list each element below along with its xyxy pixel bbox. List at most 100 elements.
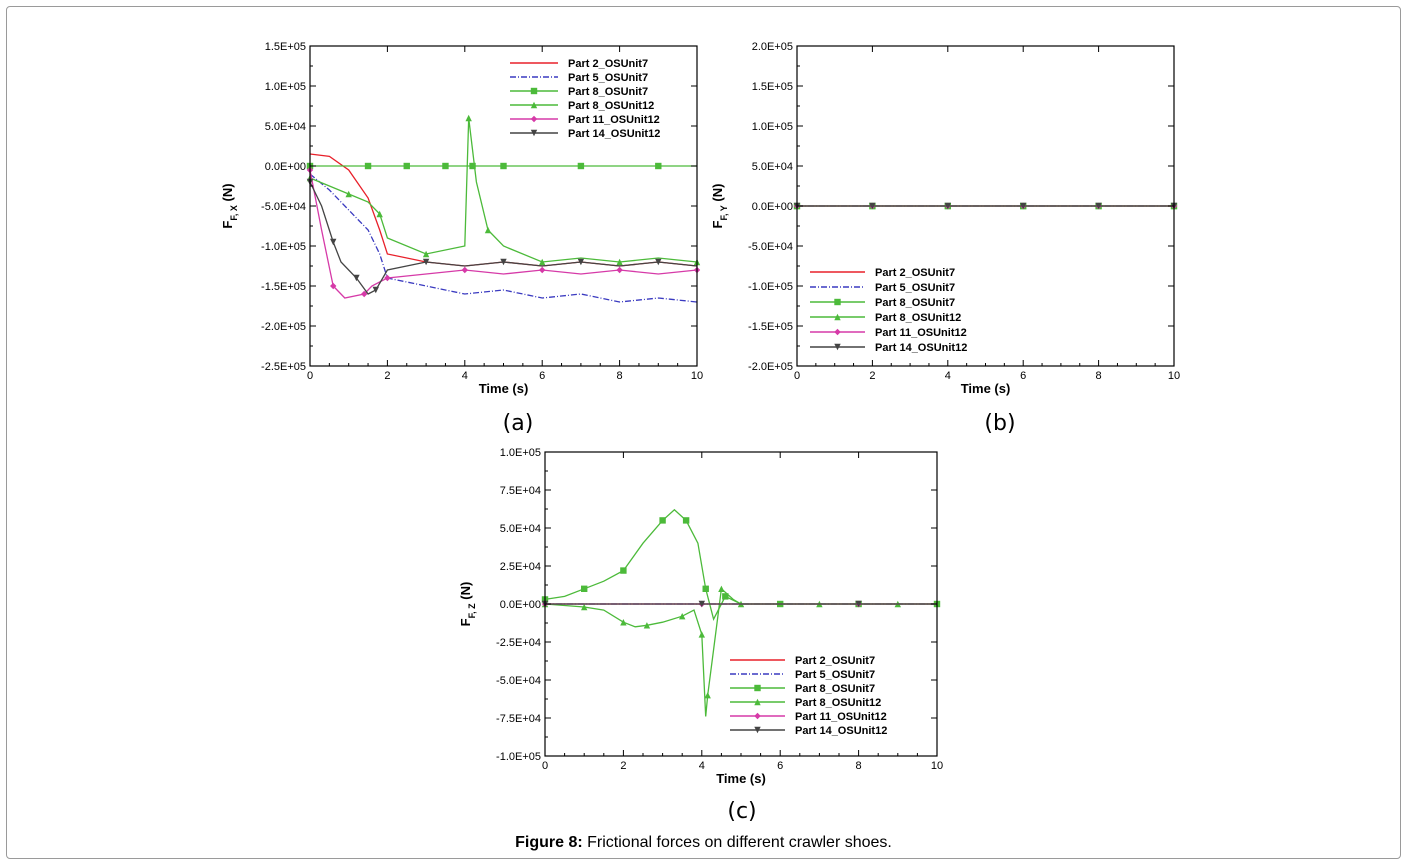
series-point [620,567,627,574]
legend: Part 2_OSUnit7 Part 5_OSUnit7 Part 8_OSUni… [730,655,887,737]
legend-marker [530,87,538,95]
legend-label: Part 11_OSUnit12 [875,327,967,339]
figure-frame [6,6,1401,859]
legend-label: Part 11_OSUnit12 [795,711,887,723]
y-tick-label: -5.0E+04 [748,241,793,253]
x-axis-label: Time (s) [479,381,529,396]
y-axis-label: FF, X (N) [220,183,239,228]
legend: Part 2_OSUnit7 Part 5_OSUnit7 Part 8_OSUni… [810,267,967,354]
caption-label: Figure 8: [515,834,583,851]
x-tick-label: 0 [307,370,313,382]
series-point [682,517,690,524]
series-point [345,190,352,198]
series-point [360,290,368,298]
series-point [539,258,546,266]
series-point [659,517,666,524]
x-tick-label: 2 [620,760,626,772]
legend-label: Part 2_OSUnit7 [875,267,955,279]
y-tick-label: -1.0E+05 [261,241,306,253]
series-point [403,162,410,170]
series-point [643,622,651,629]
series-line-5 [309,181,698,295]
y-tick-label: 2.0E+05 [752,41,793,53]
y-tick-label: -2.0E+05 [748,361,793,373]
legend-label: Part 8_OSUnit7 [795,683,875,695]
series-point [500,162,507,170]
series-line-0 [309,153,698,267]
y-tick-label: -1.0E+05 [748,281,793,293]
panel-label: (a) [503,411,534,436]
y-tick-label: 0.0E+00 [265,161,306,173]
panel-label: (b) [984,411,1015,436]
legend-marker [834,298,841,306]
chart-c: 1.0E+05 7.5E+04 5.0E+04 2.5E+04 0.0E+00 -2.5E… [458,447,943,824]
x-tick-label: 6 [539,370,545,382]
y-axis-label: FF, Z (N) [458,582,477,627]
series-point [484,226,492,234]
legend-label: Part 2_OSUnit7 [795,655,875,667]
legend-marker [754,698,761,706]
panel-label: (c) [727,799,756,824]
x-tick-label: 10 [1168,370,1180,382]
series-point [539,266,546,274]
series-point [461,266,468,274]
series-point [718,585,725,592]
series-point [422,250,430,258]
x-tick-label: 0 [794,370,800,382]
legend-marker [754,712,761,720]
legend-marker [754,726,761,734]
series-point [655,162,662,170]
legend-marker [754,684,761,692]
x-tick-label: 4 [699,760,705,772]
legend-label: Part 14_OSUnit12 [875,342,967,354]
series-point [698,631,705,638]
y-tick-label: 7.5E+04 [500,485,541,497]
legend-marker [530,115,538,123]
legend-marker [834,313,841,321]
legend-label: Part 2_OSUnit7 [568,58,648,70]
y-tick-label: -1.5E+05 [748,321,793,333]
legend-label: Part 8_OSUnit12 [568,100,654,112]
series-point [655,258,662,266]
series-point [722,593,729,600]
series-point [1095,202,1102,210]
legend-label: Part 5_OSUnit7 [875,282,955,294]
legend-label: Part 8_OSUnit7 [568,86,648,98]
y-tick-label: 1.0E+05 [265,81,306,93]
series-point [1020,202,1027,210]
series-point [577,258,585,266]
x-tick-label: 6 [777,760,783,772]
series-point [465,114,472,122]
series-point [679,612,686,620]
x-tick-label: 0 [542,760,548,772]
x-tick-label: 2 [869,370,875,382]
series-point [372,286,379,294]
series-point [422,258,430,266]
y-tick-label: -2.5E+05 [261,361,306,373]
series-point [376,210,383,218]
x-axis-label: Time (s) [716,771,766,786]
x-tick-label: 8 [617,370,623,382]
caption-text: Frictional forces on different crawler s… [587,834,892,851]
y-tick-label: -1.0E+05 [496,751,541,763]
series-point [469,162,476,170]
y-tick-label: 1.0E+05 [752,121,793,133]
series-point [364,162,372,170]
series-point [869,202,876,210]
y-tick-label: -5.0E+04 [261,201,306,213]
y-tick-label: -7.5E+04 [496,713,541,725]
x-tick-label: 8 [856,760,862,772]
y-tick-label: 1.5E+05 [265,41,306,53]
x-tick-label: 8 [1096,370,1102,382]
y-tick-label: -1.5E+05 [261,281,306,293]
y-tick-label: 0.0E+00 [752,201,793,213]
y-tick-label: 5.0E+04 [752,161,793,173]
legend-marker [530,129,538,137]
y-tick-label: 5.0E+04 [500,523,541,535]
legend-marker [530,101,538,109]
chart-a: 1.5E+05 1.0E+05 5.0E+04 0.0E+00 -5.0E+04 -1.0… [220,41,703,436]
y-tick-label: 1.0E+05 [500,447,541,459]
y-tick-label: 0.0E+00 [500,599,541,611]
series-point [704,692,711,699]
